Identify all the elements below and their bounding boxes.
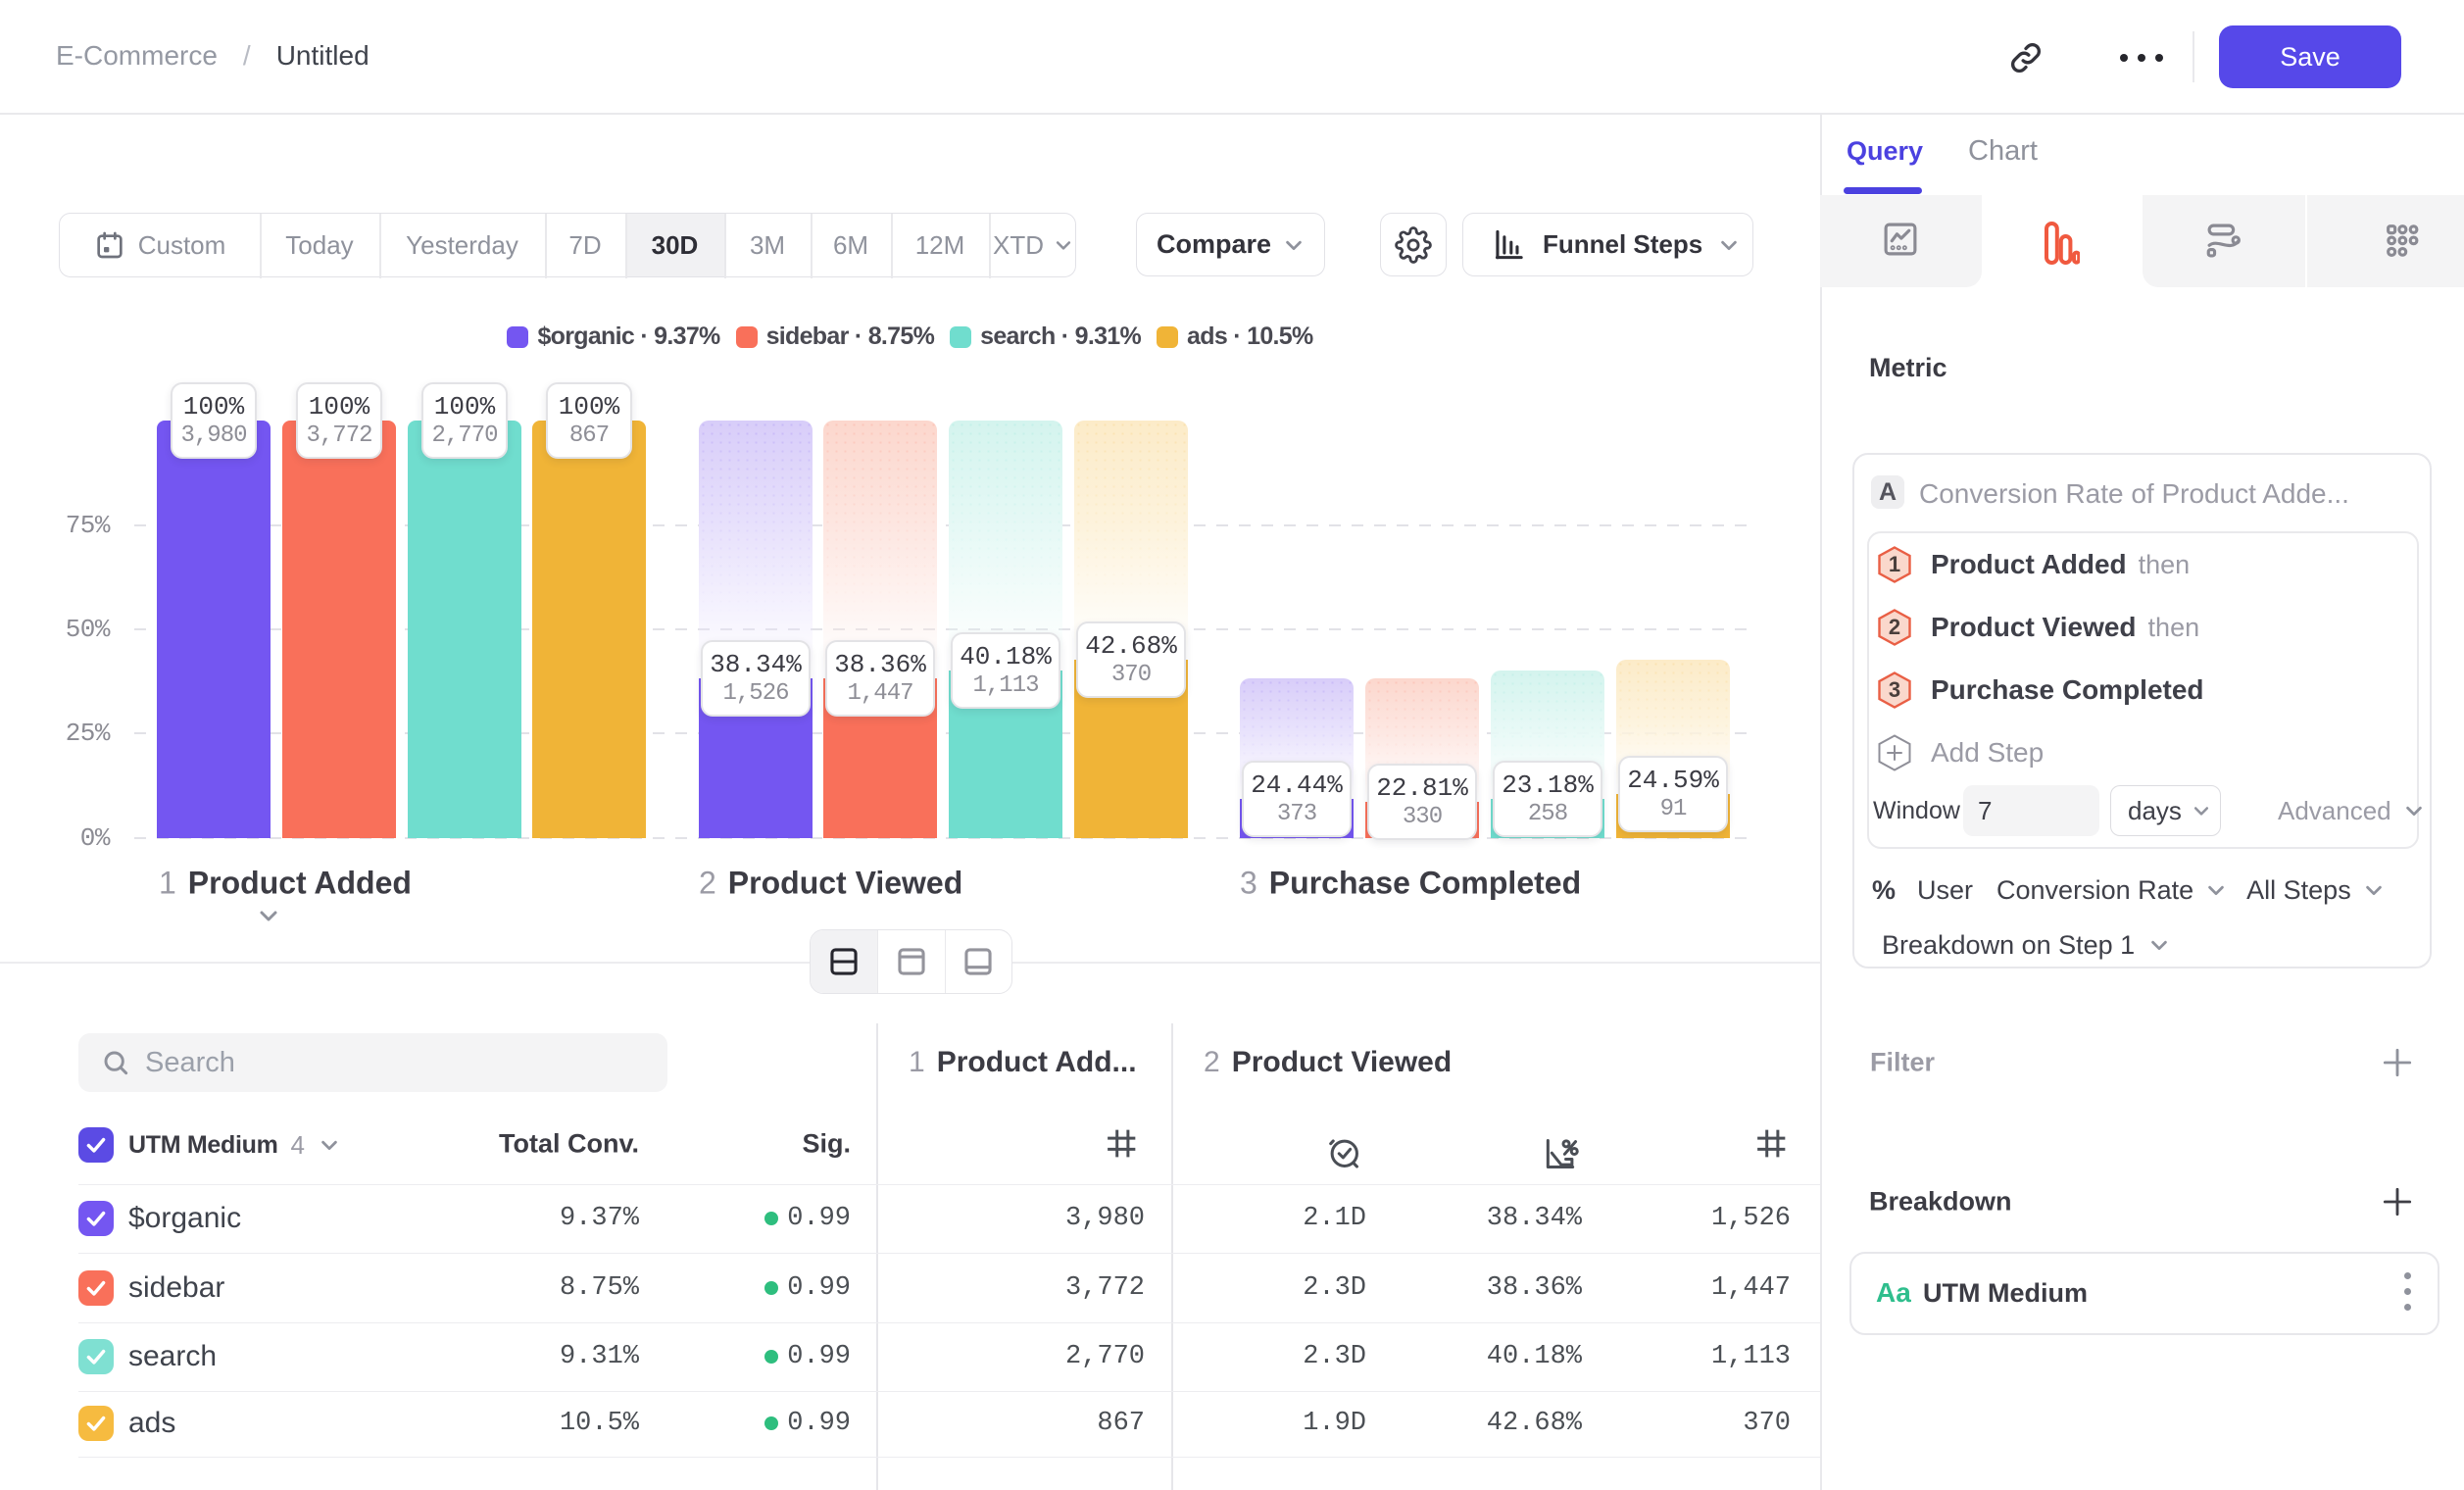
svg-text:2: 2 — [1889, 615, 1900, 639]
svg-text:3: 3 — [1889, 677, 1900, 702]
svg-text:1: 1 — [1889, 552, 1900, 576]
